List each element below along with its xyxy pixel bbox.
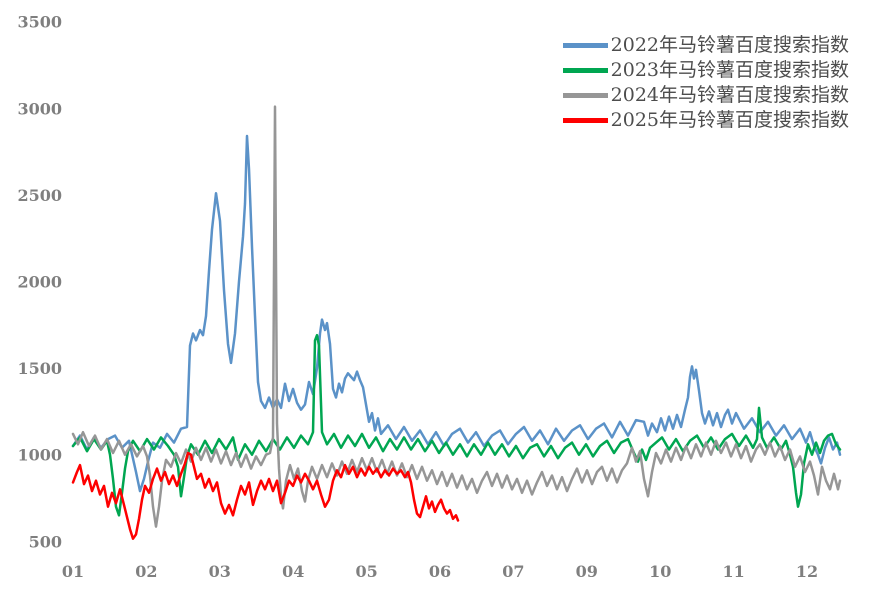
legend-label-2022: 2022年马铃薯百度搜索指数 [610, 34, 849, 56]
series-line-2024 [71, 105, 842, 528]
y-axis-tick-label: 500 [29, 532, 62, 551]
series-line-2022 [71, 134, 842, 493]
x-axis-tick-label: 02 [135, 562, 157, 581]
x-axis-tick-label: 11 [722, 562, 744, 581]
legend-swatch-2023 [562, 68, 608, 73]
x-axis-tick-label: 03 [209, 562, 231, 581]
x-axis-tick-label: 06 [429, 562, 451, 581]
legend-item-2022: 2022年马铃薯百度搜索指数 [562, 33, 849, 58]
x-axis-tick-label: 09 [576, 562, 598, 581]
x-axis-tick-label: 12 [796, 562, 818, 581]
y-axis-tick-label: 3000 [17, 99, 62, 118]
y-axis-tick-label: 1000 [17, 446, 62, 465]
x-axis-tick-label: 05 [355, 562, 377, 581]
y-axis-tick-label: 2000 [17, 273, 62, 292]
legend-swatch-2022 [562, 43, 608, 48]
x-axis-tick-label: 07 [502, 562, 524, 581]
y-axis-tick-label: 3500 [17, 13, 62, 32]
series-line-2023 [71, 333, 842, 517]
legend-item-2023: 2023年马铃薯百度搜索指数 [562, 58, 849, 83]
x-axis-tick-label: 04 [282, 562, 304, 581]
legend-item-2024: 2024年马铃薯百度搜索指数 [562, 83, 849, 108]
chart-legend: 2022年马铃薯百度搜索指数 2023年马铃薯百度搜索指数 2024年马铃薯百度搜索… [562, 33, 849, 133]
legend-label-2025: 2025年马铃薯百度搜索指数 [610, 109, 849, 131]
legend-swatch-2025 [562, 118, 608, 123]
y-axis-tick-label: 2500 [17, 186, 62, 205]
legend-swatch-2024 [562, 93, 608, 98]
legend-label-2023: 2023年马铃薯百度搜索指数 [610, 59, 849, 81]
y-axis-tick-label: 1500 [17, 359, 62, 378]
x-axis-tick-label: 10 [649, 562, 671, 581]
series-line-2025 [71, 451, 460, 540]
legend-label-2024: 2024年马铃薯百度搜索指数 [610, 84, 849, 106]
x-axis-tick-label: 01 [62, 562, 84, 581]
legend-item-2025: 2025年马铃薯百度搜索指数 [562, 108, 849, 133]
